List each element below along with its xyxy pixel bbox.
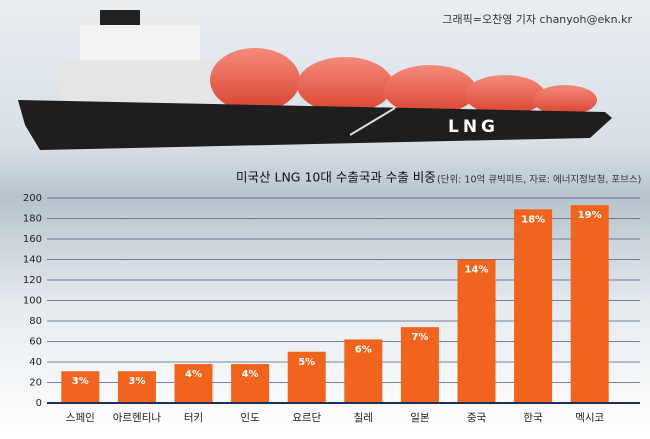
share-label: 3% <box>128 376 145 387</box>
share-label: 5% <box>298 357 315 368</box>
bar <box>287 351 326 403</box>
chart-subtitle: (단위: 10억 큐빅피트, 자료: 에너지정보청, 포브스) <box>437 174 641 186</box>
x-tick-label: 요르단 <box>292 412 321 424</box>
x-tick-label: 한국 <box>523 412 543 424</box>
bar <box>344 339 383 403</box>
y-tick-label: 20 <box>29 378 42 389</box>
y-tick-label: 180 <box>23 214 42 225</box>
chart-title: 미국산 LNG 10대 수출국과 수출 비중 <box>236 170 436 185</box>
credit: 그래픽=오찬영 기자 chanyoh@ekn.kr <box>442 12 632 26</box>
y-tick-label: 40 <box>29 357 42 368</box>
y-tick-label: 80 <box>29 316 42 327</box>
y-tick-label: 60 <box>29 337 42 348</box>
x-tick-label: 멕시코 <box>575 412 604 424</box>
bar <box>400 327 439 403</box>
x-tick-label: 칠레 <box>354 412 373 424</box>
bar <box>174 364 213 403</box>
share-label: 4% <box>185 369 202 380</box>
share-label: 18% <box>521 214 545 225</box>
y-tick-label: 160 <box>23 234 42 245</box>
share-label: 3% <box>72 376 89 387</box>
y-tick-label: 100 <box>23 296 42 307</box>
share-label: 14% <box>465 265 489 276</box>
x-tick-label: 인도 <box>240 412 260 424</box>
y-tick-label: 0 <box>36 398 42 409</box>
x-tick-label: 중국 <box>467 412 487 424</box>
bar <box>514 209 553 403</box>
bar <box>231 364 270 403</box>
y-tick-label: 200 <box>23 193 42 204</box>
x-tick-label: 스페인 <box>66 412 95 424</box>
bar <box>570 205 609 403</box>
ship: LNG <box>18 10 612 150</box>
bar <box>61 371 100 403</box>
share-label: 19% <box>578 210 602 221</box>
share-label: 7% <box>411 332 428 343</box>
share-label: 4% <box>242 369 259 380</box>
y-tick-label: 120 <box>23 275 42 286</box>
ship-label: LNG <box>448 117 499 137</box>
share-label: 6% <box>355 344 372 355</box>
x-tick-label: 일본 <box>410 411 430 424</box>
bar <box>117 371 156 403</box>
y-tick-label: 140 <box>23 255 42 266</box>
x-tick-label: 터키 <box>184 412 203 424</box>
x-tick-label: 아르헨티나 <box>113 412 162 424</box>
bar <box>457 259 496 403</box>
